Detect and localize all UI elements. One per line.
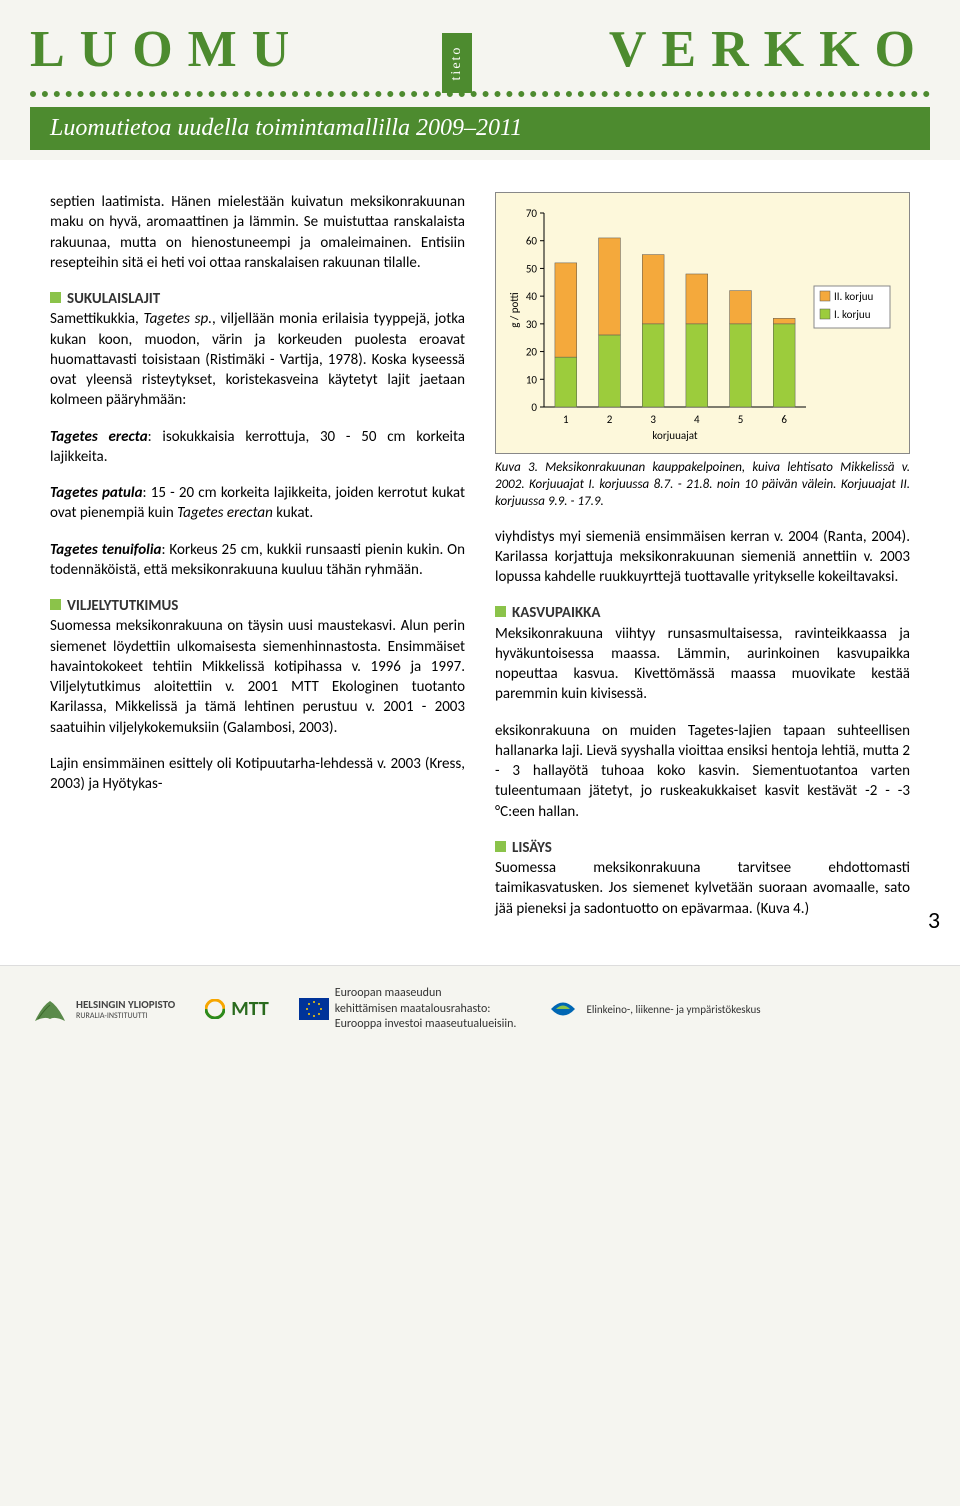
svg-text:0: 0 [531,401,537,414]
species-name: Tagetes patula [50,484,143,502]
svg-text:6: 6 [781,413,787,426]
svg-text:10: 10 [526,373,538,386]
section-sukulaislajit: SUKULAISLAJIT [67,290,160,308]
para-kasvupaikka: KASVUPAIKKA Meksikonrakuuna viihtyy runs… [495,603,910,704]
bar-chart: 0 10 20 30 40 50 60 70 g / potti 1 2 3 4 5 6 korjuuajat… [506,203,896,443]
section-kasvupaikka: KASVUPAIKKA [512,604,600,622]
text: Samettikukkia, [50,310,144,328]
species-patula: Tagetes patula: 15 - 20 cm korkeita laji… [50,483,465,524]
svg-text:3: 3 [650,413,656,426]
chart-caption: Kuva 3. Meksikonrakuunan kauppakelpoinen… [495,460,910,511]
svg-text:4: 4 [694,413,700,426]
svg-text:5: 5 [738,413,744,426]
main-content: septien laatimista. Hänen mielestään kui… [0,162,960,965]
eu-text: Euroopan maaseudun kehittämisen maatalou… [335,986,517,1033]
right-column: 0 10 20 30 40 50 60 70 g / potti 1 2 3 4 5 6 korjuuajat… [495,192,910,935]
text: Suomessa meksikonrakuuna tarvitsee ehdot… [495,859,910,918]
para-lisays: LISÄYS Suomessa meksikonrakuuna tarvitse… [495,838,910,919]
para-r1: viyhdistys myi siemeniä ensimmäisen kerr… [495,527,910,588]
species-tenuifolia: Tagetes tenuifolia: Korkeus 25 cm, kukki… [50,540,465,581]
species-erecta: Tagetes erecta: isokukkaisia kerrottuja,… [50,427,465,468]
para-sukulaislajit: SUKULAISLAJIT Samettikukkia, Tagetes sp.… [50,289,465,411]
mtt-logo: MTT [205,997,269,1021]
text: Meksikonrakuuna viihtyy runsasmultaisess… [495,625,910,704]
logo-text-left: LUOMU [30,20,304,79]
svg-text:20: 20 [526,346,538,359]
species-italic: Tagetes sp. [144,310,212,328]
bullet-icon [495,606,506,617]
helsinki-uni-logo: HELSINGIN YLIOPISTO RURALIA-INSTITUUTTI [30,991,175,1027]
svg-text:70: 70 [526,207,538,220]
dotted-divider [30,91,930,97]
svg-text:60: 60 [526,235,538,248]
page-number: 3 [928,906,940,935]
species-name: Tagetes erecta [50,428,148,446]
logo: LUOMU tieto VERKKO [30,20,930,79]
para-r3: eksikonrakuuna on muiden Tagetes-lajien … [495,721,910,822]
svg-text:korjuuajat: korjuuajat [652,429,698,442]
tieto-badge: tieto [442,33,472,93]
para-intro: septien laatimista. Hänen mielestään kui… [50,192,465,273]
svg-text:30: 30 [526,318,538,331]
logo-text-right: VERKKO [609,20,930,79]
header-subtitle: Luomutietoa uudella toimintamallilla 200… [30,107,930,150]
svg-text:50: 50 [526,262,538,275]
bullet-icon [495,841,506,852]
bullet-icon [50,599,61,610]
chart-figure: 0 10 20 30 40 50 60 70 g / potti 1 2 3 4 5 6 korjuuajat… [495,192,910,454]
eu-logo-block: Euroopan maaseudun kehittämisen maatalou… [299,986,517,1033]
species-name: Tagetes tenuifolia [50,541,161,559]
eu-flag-icon [299,998,329,1020]
ely-icon [546,994,580,1024]
svg-text:1: 1 [563,413,569,426]
svg-text:g / potti: g / potti [508,292,521,327]
bullet-icon [50,292,61,303]
para-viljelytutkimus: VILJELYTUTKIMUS Suomessa meksikonrakuuna… [50,596,465,738]
svg-text:I. korjuu: I. korjuu [834,308,871,321]
page-header: LUOMU tieto VERKKO Luomutietoa uudella t… [0,0,960,162]
svg-text:40: 40 [526,290,538,303]
section-lisays: LISÄYS [512,839,552,857]
para-continue: Lajin ensimmäinen esittely oli Kotipuuta… [50,754,465,795]
svg-text:2: 2 [607,413,613,426]
section-viljelytutkimus: VILJELYTUTKIMUS [67,597,178,615]
page-footer: HELSINGIN YLIOPISTO RURALIA-INSTITUUTTI … [0,965,960,1053]
svg-text:II. korjuu: II. korjuu [834,290,873,303]
leaf-icon [30,991,70,1027]
circle-icon [205,999,225,1019]
text: Suomessa meksikonrakuuna on täysin uusi … [50,617,465,736]
ely-logo: Elinkeino-, liikenne- ja ympäristökeskus [546,994,760,1024]
left-column: septien laatimista. Hänen mielestään kui… [50,192,465,935]
